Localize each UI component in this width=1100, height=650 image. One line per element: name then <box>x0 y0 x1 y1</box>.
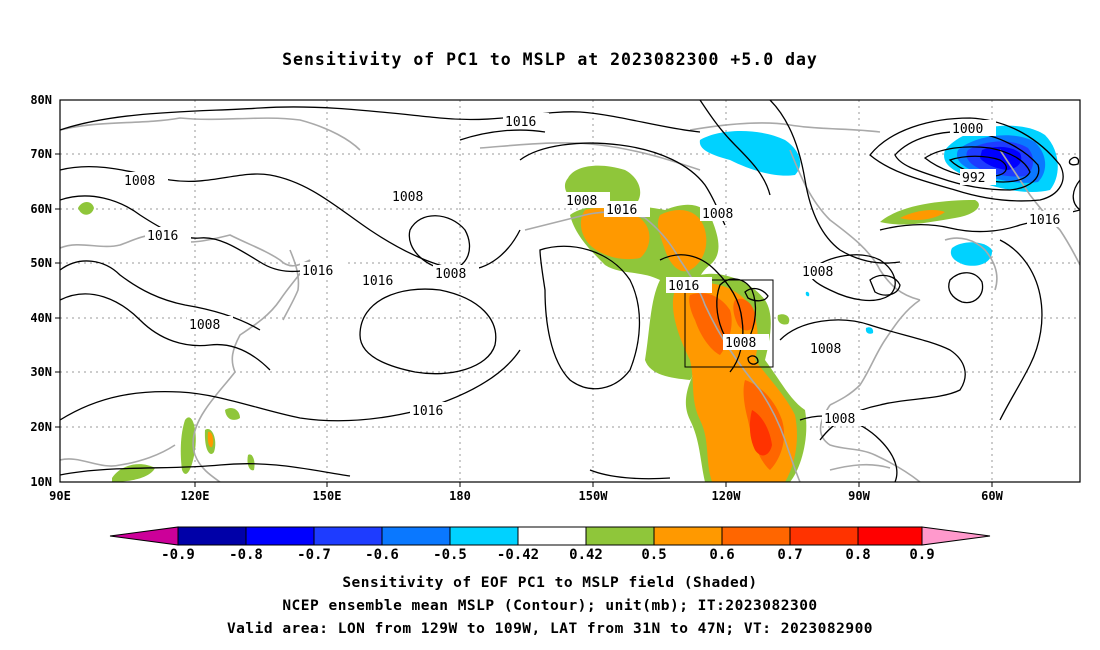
colorbar-segment <box>857 526 923 546</box>
longitude-labels: 90E 120E 150E 180 150W 120W 90W 60W <box>49 489 1003 503</box>
contour-label: 1008 <box>702 207 733 222</box>
lon-label-120w: 120W <box>712 489 742 503</box>
colorbar-segment <box>109 526 179 546</box>
colorbar-segment <box>921 526 991 546</box>
colorbar-label: 0.7 <box>777 547 802 563</box>
contour-label: 992 <box>962 171 985 186</box>
lon-label-60w: 60W <box>981 489 1003 503</box>
contour-label: 1016 <box>412 404 443 419</box>
contour-label: 1016 <box>606 203 637 218</box>
lon-label-90e: 90E <box>49 489 71 503</box>
colorbar-label: -0.42 <box>497 547 539 563</box>
lon-label-150e: 150E <box>313 489 342 503</box>
contour-label: 1008 <box>802 265 833 280</box>
latitude-labels: 80N 70N 60N 50N 40N 30N 20N 10N <box>30 93 52 489</box>
colorbar-segment <box>789 526 859 546</box>
contour-label: 1008 <box>810 342 841 357</box>
sensitivity-map: 1016 1008 1016 1016 1008 1016 1008 1008 … <box>30 93 1081 563</box>
colorbar <box>109 526 991 546</box>
colorbar-label: -0.8 <box>229 547 263 563</box>
colorbar-segment <box>517 526 587 546</box>
chart-title: Sensitivity of PC1 to MSLP at 2023082300… <box>282 50 818 69</box>
caption-line-1: Sensitivity of EOF PC1 to MSLP field (Sh… <box>342 575 758 591</box>
lon-label-120e: 120E <box>181 489 210 503</box>
lon-label-180: 180 <box>449 489 471 503</box>
colorbar-label: 0.6 <box>709 547 734 563</box>
contour-label: 1000 <box>952 122 983 137</box>
colorbar-label: 0.42 <box>569 547 603 563</box>
map-frame <box>59 99 1081 483</box>
contour-label: 1008 <box>566 194 597 209</box>
valid-area-box <box>684 279 774 368</box>
colorbar-label: 0.8 <box>845 547 870 563</box>
coastlines <box>60 117 1080 482</box>
caption-line-3: Valid area: LON from 129W to 109W, LAT f… <box>226 621 874 637</box>
colorbar-segment <box>177 526 247 546</box>
contour-label: 1008 <box>392 190 423 205</box>
contour-label: 1016 <box>668 279 699 294</box>
lat-label-40n: 40N <box>30 311 52 325</box>
lat-label-50n: 50N <box>30 256 52 270</box>
caption-line-2: NCEP ensemble mean MSLP (Contour); unit(… <box>282 598 818 614</box>
lat-label-30n: 30N <box>30 365 52 379</box>
colorbar-segment <box>381 526 451 546</box>
contour-label: 1008 <box>124 174 155 189</box>
colorbar-segment <box>653 526 723 546</box>
contour-label: 1016 <box>362 274 393 289</box>
contour-label-group: 1016 1008 1016 1016 1008 1016 1008 1008 … <box>122 113 1073 427</box>
lon-label-90w: 90W <box>848 489 870 503</box>
contour-label: 1016 <box>302 264 333 279</box>
colorbar-label: 0.5 <box>641 547 666 563</box>
colorbar-label: -0.6 <box>365 547 399 563</box>
negative-sensitivity-shading <box>699 125 1058 334</box>
lon-label-150w: 150W <box>579 489 609 503</box>
lat-label-60n: 60N <box>30 202 52 216</box>
colorbar-segment <box>585 526 655 546</box>
colorbar-segment <box>721 526 791 546</box>
axis-ticks <box>55 153 993 487</box>
colorbar-label: -0.5 <box>433 547 467 563</box>
contour-label: 1008 <box>189 318 220 333</box>
colorbar-label: -0.9 <box>161 547 195 563</box>
colorbar-label: 0.9 <box>909 547 934 563</box>
lat-label-10n: 10N <box>30 475 52 489</box>
contour-label: 1016 <box>147 229 178 244</box>
lat-label-70n: 70N <box>30 147 52 161</box>
colorbar-labels: -0.9 -0.8 -0.7 -0.6 -0.5 -0.42 0.42 0.5 … <box>161 547 935 563</box>
positive-sensitivity-shading <box>78 165 979 482</box>
lat-label-20n: 20N <box>30 420 52 434</box>
colorbar-segment <box>245 526 315 546</box>
colorbar-segment <box>313 526 383 546</box>
colorbar-label: -0.7 <box>297 547 331 563</box>
contour-label: 1008 <box>824 412 855 427</box>
contour-label: 1008 <box>725 336 756 351</box>
lat-label-80n: 80N <box>30 93 52 107</box>
colorbar-segment <box>449 526 519 546</box>
contour-label: 1016 <box>505 115 536 130</box>
contour-label: 1016 <box>1029 213 1060 228</box>
contour-label: 1008 <box>435 267 466 282</box>
